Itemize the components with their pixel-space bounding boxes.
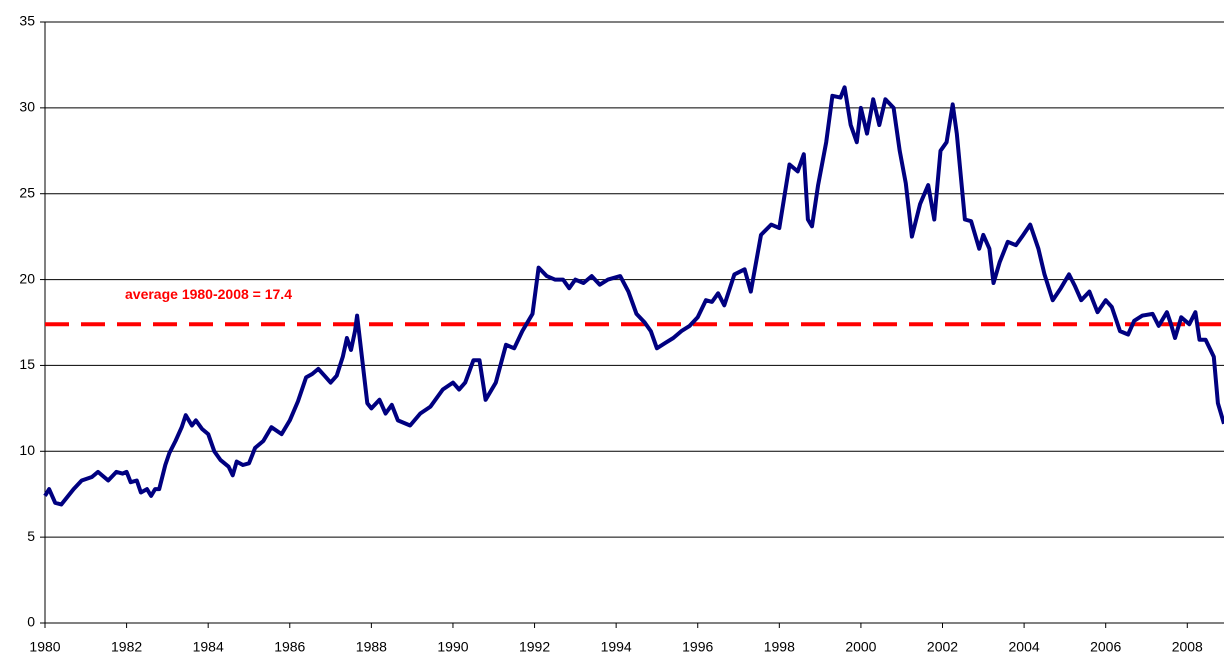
x-tick-label: 1994 bbox=[601, 639, 632, 655]
y-tick-label: 15 bbox=[19, 356, 35, 372]
x-tick-label: 1988 bbox=[356, 639, 387, 655]
x-tick-label: 1998 bbox=[764, 639, 795, 655]
y-tick-label: 25 bbox=[19, 184, 35, 200]
y-tick-label: 0 bbox=[27, 614, 35, 630]
y-tick-label: 30 bbox=[19, 99, 35, 115]
x-tick-label: 1996 bbox=[682, 639, 713, 655]
x-tick-label: 1986 bbox=[274, 639, 305, 655]
y-tick-label: 5 bbox=[27, 528, 35, 544]
y-tick-label: 35 bbox=[19, 13, 35, 29]
y-tick-label: 20 bbox=[19, 270, 35, 286]
x-tick-label: 2002 bbox=[927, 639, 958, 655]
x-tick-label: 2000 bbox=[845, 639, 876, 655]
x-tick-label: 2004 bbox=[1009, 639, 1040, 655]
x-tick-label: 2008 bbox=[1172, 639, 1203, 655]
y-tick-label: 10 bbox=[19, 442, 35, 458]
x-tick-label: 1980 bbox=[29, 639, 60, 655]
x-tick-label: 2006 bbox=[1090, 639, 1121, 655]
x-tick-label: 1990 bbox=[437, 639, 468, 655]
x-tick-label: 1992 bbox=[519, 639, 550, 655]
x-tick-label: 1984 bbox=[193, 639, 224, 655]
data-line bbox=[43, 85, 1224, 507]
x-tick-label: 1982 bbox=[111, 639, 142, 655]
average-label: average 1980-2008 = 17.4 bbox=[125, 286, 292, 302]
